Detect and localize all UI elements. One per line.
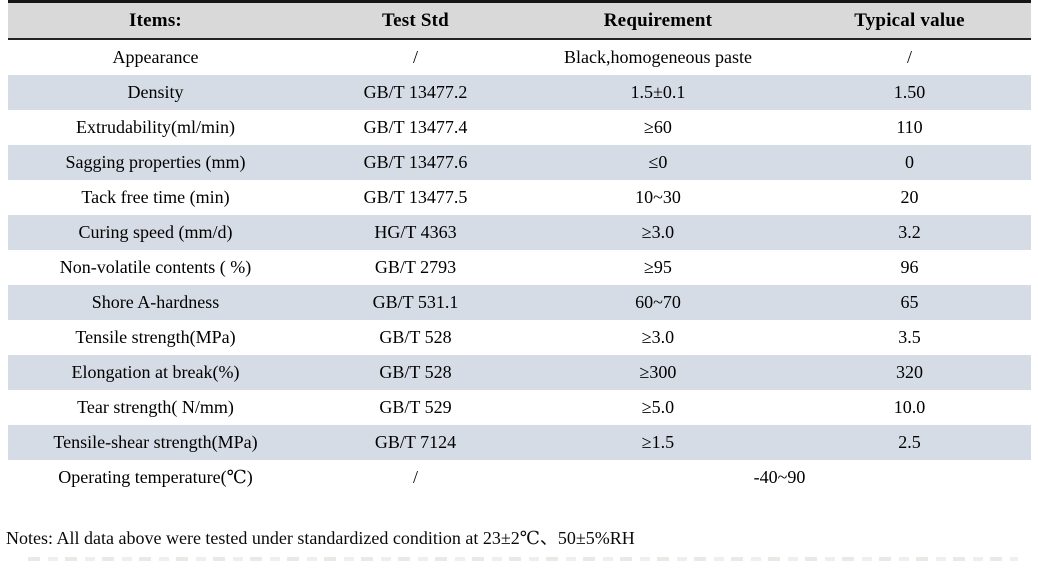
cell-item: Operating temperature(℃) bbox=[58, 467, 253, 487]
cell-val: 65 bbox=[900, 292, 919, 312]
table-row: Shore A-hardness GB/T 531.1 60~70 65 bbox=[8, 285, 1031, 320]
cell-val: 1.50 bbox=[893, 82, 926, 102]
cell-val: 110 bbox=[896, 117, 923, 137]
cell-val: 10.0 bbox=[893, 397, 926, 417]
cell-req: ≥300 bbox=[639, 362, 677, 382]
cell-item: Tear strength( N/mm) bbox=[77, 397, 234, 417]
cell-val: 0 bbox=[905, 152, 914, 172]
cell-req: 1.5±0.1 bbox=[630, 82, 686, 102]
cell-val: 2.5 bbox=[898, 432, 921, 452]
cell-std: / bbox=[412, 467, 418, 487]
cell-item: Sagging properties (mm) bbox=[65, 152, 246, 172]
cell-std: GB/T 13477.2 bbox=[363, 82, 468, 102]
cell-req: ≥5.0 bbox=[641, 397, 675, 417]
cell-val: / bbox=[906, 47, 912, 67]
column-header-typical-value: Typical value bbox=[854, 9, 965, 31]
cell-val: 3.5 bbox=[898, 327, 921, 347]
cell-req: 10~30 bbox=[635, 187, 681, 207]
cell-item: Curing speed (mm/d) bbox=[78, 222, 233, 242]
cell-item: Tensile-shear strength(MPa) bbox=[53, 432, 258, 452]
cell-item: Non-volatile contents ( %) bbox=[59, 257, 252, 277]
cell-item: Elongation at break(%) bbox=[71, 362, 240, 382]
column-header-requirement: Requirement bbox=[603, 9, 713, 31]
cell-item: Appearance bbox=[112, 47, 199, 67]
cell-item: Tack free time (min) bbox=[81, 187, 230, 207]
cell-std: GB/T 13477.6 bbox=[363, 152, 468, 172]
cell-req: ≥1.5 bbox=[641, 432, 675, 452]
table-row: Density GB/T 13477.2 1.5±0.1 1.50 bbox=[8, 75, 1031, 110]
cell-std: GB/T 528 bbox=[379, 327, 452, 347]
spec-table: Items: Test Std Requirement Typical valu… bbox=[8, 0, 1031, 495]
table-row: Non-volatile contents ( %) GB/T 2793 ≥95 96 bbox=[8, 250, 1031, 285]
cell-req: ≥3.0 bbox=[641, 222, 675, 242]
table-row: Extrudability(ml/min) GB/T 13477.4 ≥60 110 bbox=[8, 110, 1031, 145]
cell-item: Tensile strength(MPa) bbox=[75, 327, 236, 347]
table-row: Elongation at break(%) GB/T 528 ≥300 320 bbox=[8, 355, 1031, 390]
column-header-test-std: Test Std bbox=[382, 9, 449, 31]
cell-std: GB/T 13477.5 bbox=[363, 187, 468, 207]
table-row: Curing speed (mm/d) HG/T 4363 ≥3.0 3.2 bbox=[8, 215, 1031, 250]
cell-item: Extrudability(ml/min) bbox=[76, 117, 235, 137]
table-row: Tensile-shear strength(MPa) GB/T 7124 ≥1.5… bbox=[8, 425, 1031, 460]
table-header-row: Items: Test Std Requirement Typical valu… bbox=[8, 1, 1031, 39]
cell-std: GB/T 529 bbox=[379, 397, 452, 417]
cell-req: -40~90 bbox=[753, 467, 806, 487]
cell-req: ≥3.0 bbox=[641, 327, 675, 347]
table-row: Sagging properties (mm) GB/T 13477.6 ≤0 0 bbox=[8, 145, 1031, 180]
cell-std: HG/T 4363 bbox=[374, 222, 457, 242]
cell-std: GB/T 531.1 bbox=[372, 292, 459, 312]
cell-item: Shore A-hardness bbox=[91, 292, 220, 312]
cell-std: / bbox=[412, 47, 418, 67]
cell-item: Density bbox=[127, 82, 184, 102]
cell-val: 96 bbox=[900, 257, 919, 277]
cell-req: ≤0 bbox=[648, 152, 668, 172]
cell-std: GB/T 7124 bbox=[374, 432, 457, 452]
table-row: Operating temperature(℃) / -40~90 bbox=[8, 460, 1031, 495]
cell-val: 3.2 bbox=[898, 222, 921, 242]
table-row: Tensile strength(MPa) GB/T 528 ≥3.0 3.5 bbox=[8, 320, 1031, 355]
cell-req: ≥60 bbox=[644, 117, 672, 137]
notes-text: Notes: All data above were tested under … bbox=[6, 528, 635, 548]
cropped-text-artifact bbox=[28, 557, 1018, 561]
cell-req: 60~70 bbox=[635, 292, 681, 312]
cell-val: 320 bbox=[896, 362, 923, 382]
table-row: Tack free time (min) GB/T 13477.5 10~30 20 bbox=[8, 180, 1031, 215]
column-header-items: Items: bbox=[129, 9, 182, 31]
cell-val: 20 bbox=[900, 187, 919, 207]
cell-req: Black,homogeneous paste bbox=[564, 47, 752, 67]
table-row: Appearance / Black,homogeneous paste / bbox=[8, 39, 1031, 75]
cell-std: GB/T 2793 bbox=[374, 257, 457, 277]
table-row: Tear strength( N/mm) GB/T 529 ≥5.0 10.0 bbox=[8, 390, 1031, 425]
cell-std: GB/T 13477.4 bbox=[363, 117, 468, 137]
cell-req: ≥95 bbox=[644, 257, 672, 277]
cell-std: GB/T 528 bbox=[379, 362, 452, 382]
